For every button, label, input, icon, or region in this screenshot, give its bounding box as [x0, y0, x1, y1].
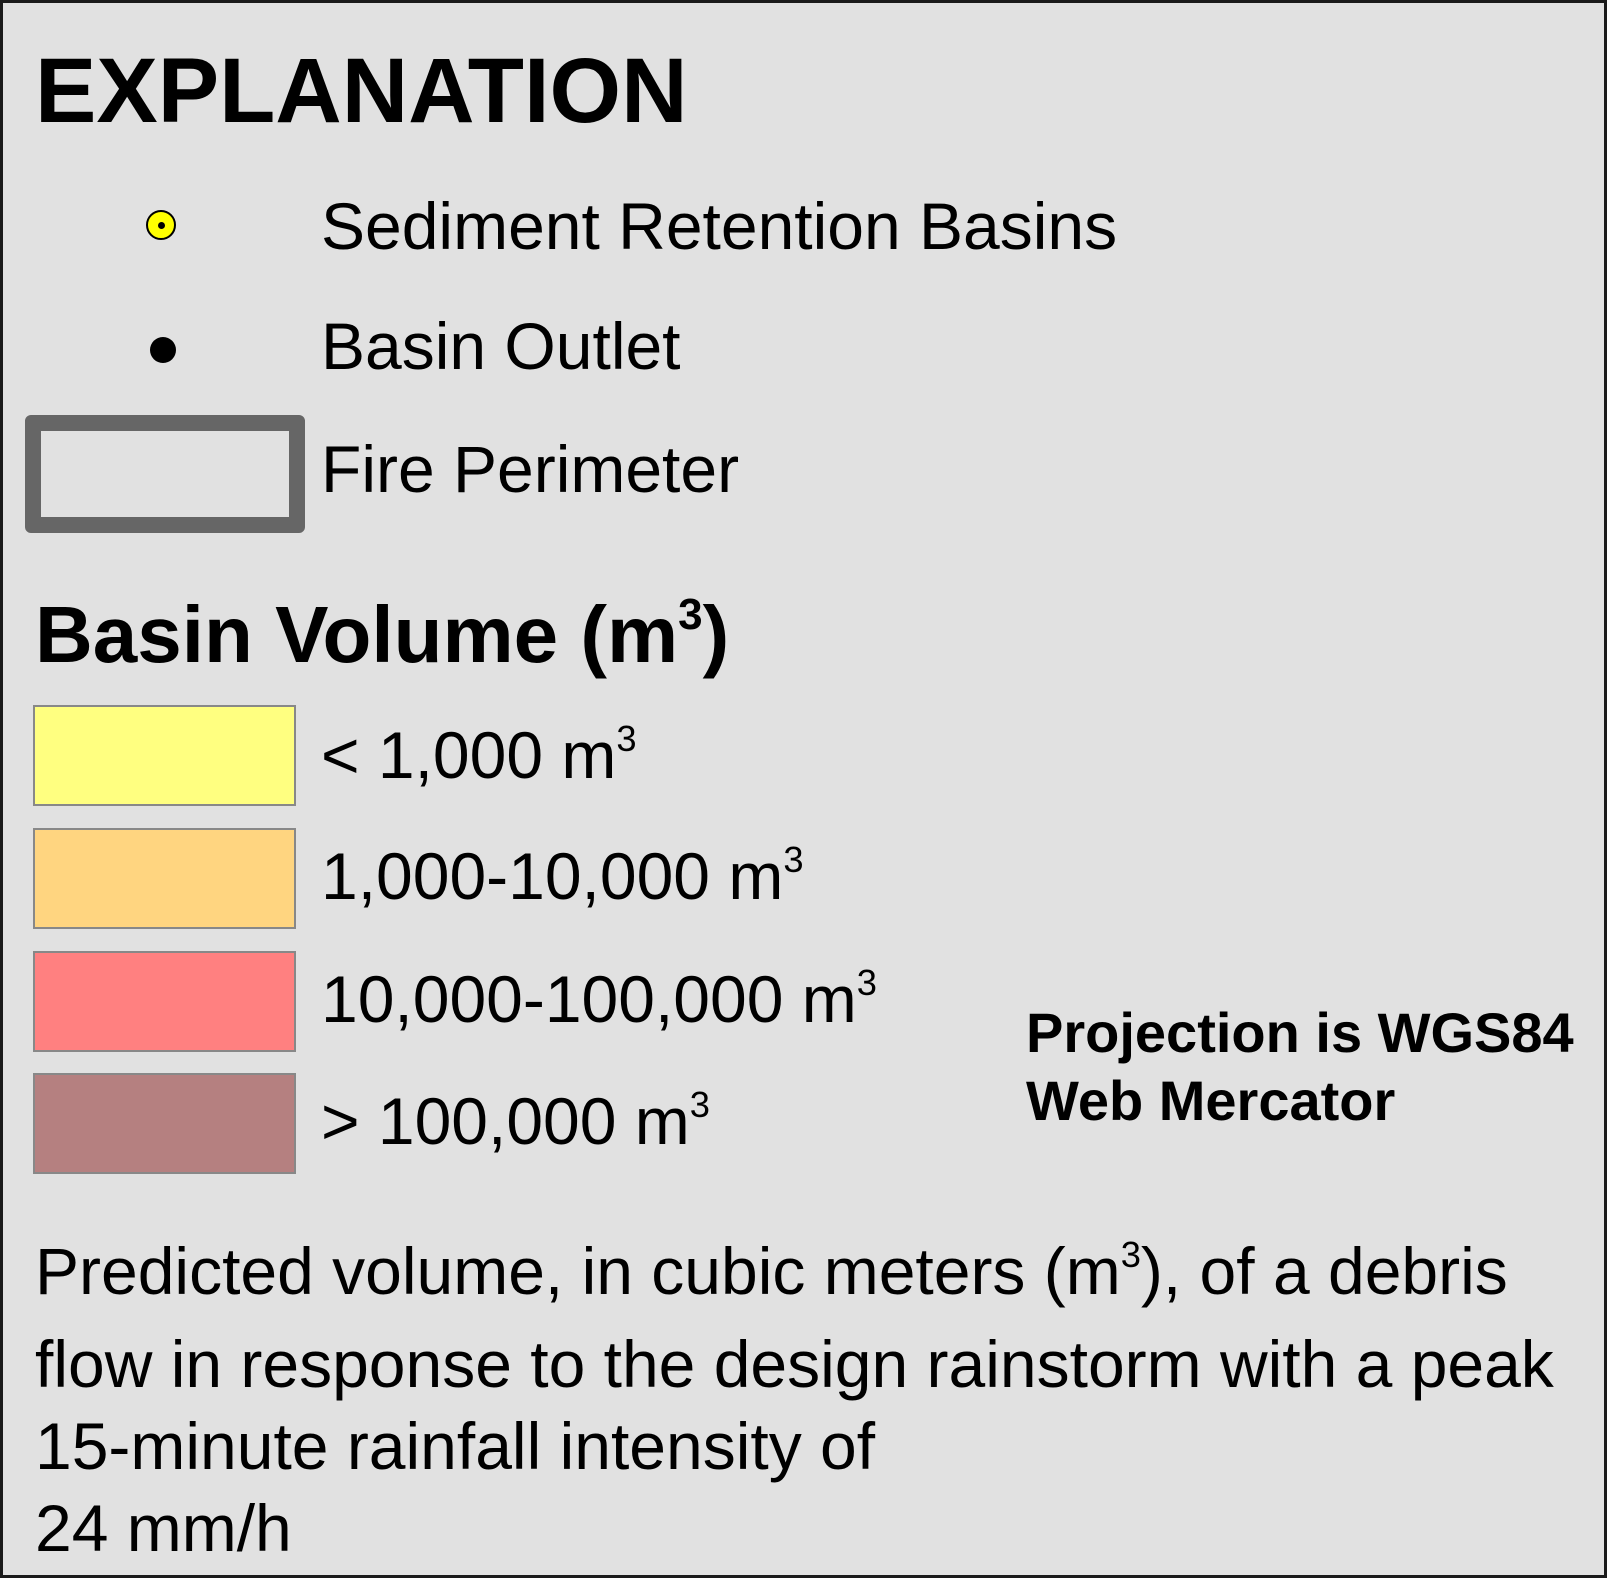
volume-class-label-lt-1000: < 1,000 m3: [321, 717, 637, 792]
projection-note: Projection is WGS84 Web Mercator: [1026, 1001, 1574, 1132]
volume-swatch-lt-1000: [33, 705, 296, 806]
sediment-retention-basins-label: Sediment Retention Basins: [321, 189, 1118, 263]
basin-volume-title: Basin Volume (m3): [35, 590, 730, 679]
fire-perimeter-icon: [25, 415, 305, 533]
volume-swatch-10000-100000: [33, 951, 296, 1052]
volume-class-label-gt-100000: > 100,000 m3: [321, 1083, 710, 1158]
volume-class-label-10000-100000: 10,000-100,000 m3: [321, 961, 877, 1036]
volume-swatch-1000-10000: [33, 828, 296, 929]
fire-perimeter-label: Fire Perimeter: [321, 432, 740, 506]
basin-outlet-label: Basin Outlet: [321, 309, 681, 383]
sediment-retention-basin-icon: [146, 210, 176, 240]
basin-outlet-icon: [150, 337, 176, 363]
volume-swatch-gt-100000: [33, 1073, 296, 1174]
legend-title: EXPLANATION: [35, 40, 688, 142]
volume-description-note: Predicted volume, in cubic meters (m3), …: [35, 1233, 1554, 1565]
volume-class-label-1000-10000: 1,000-10,000 m3: [321, 838, 804, 913]
